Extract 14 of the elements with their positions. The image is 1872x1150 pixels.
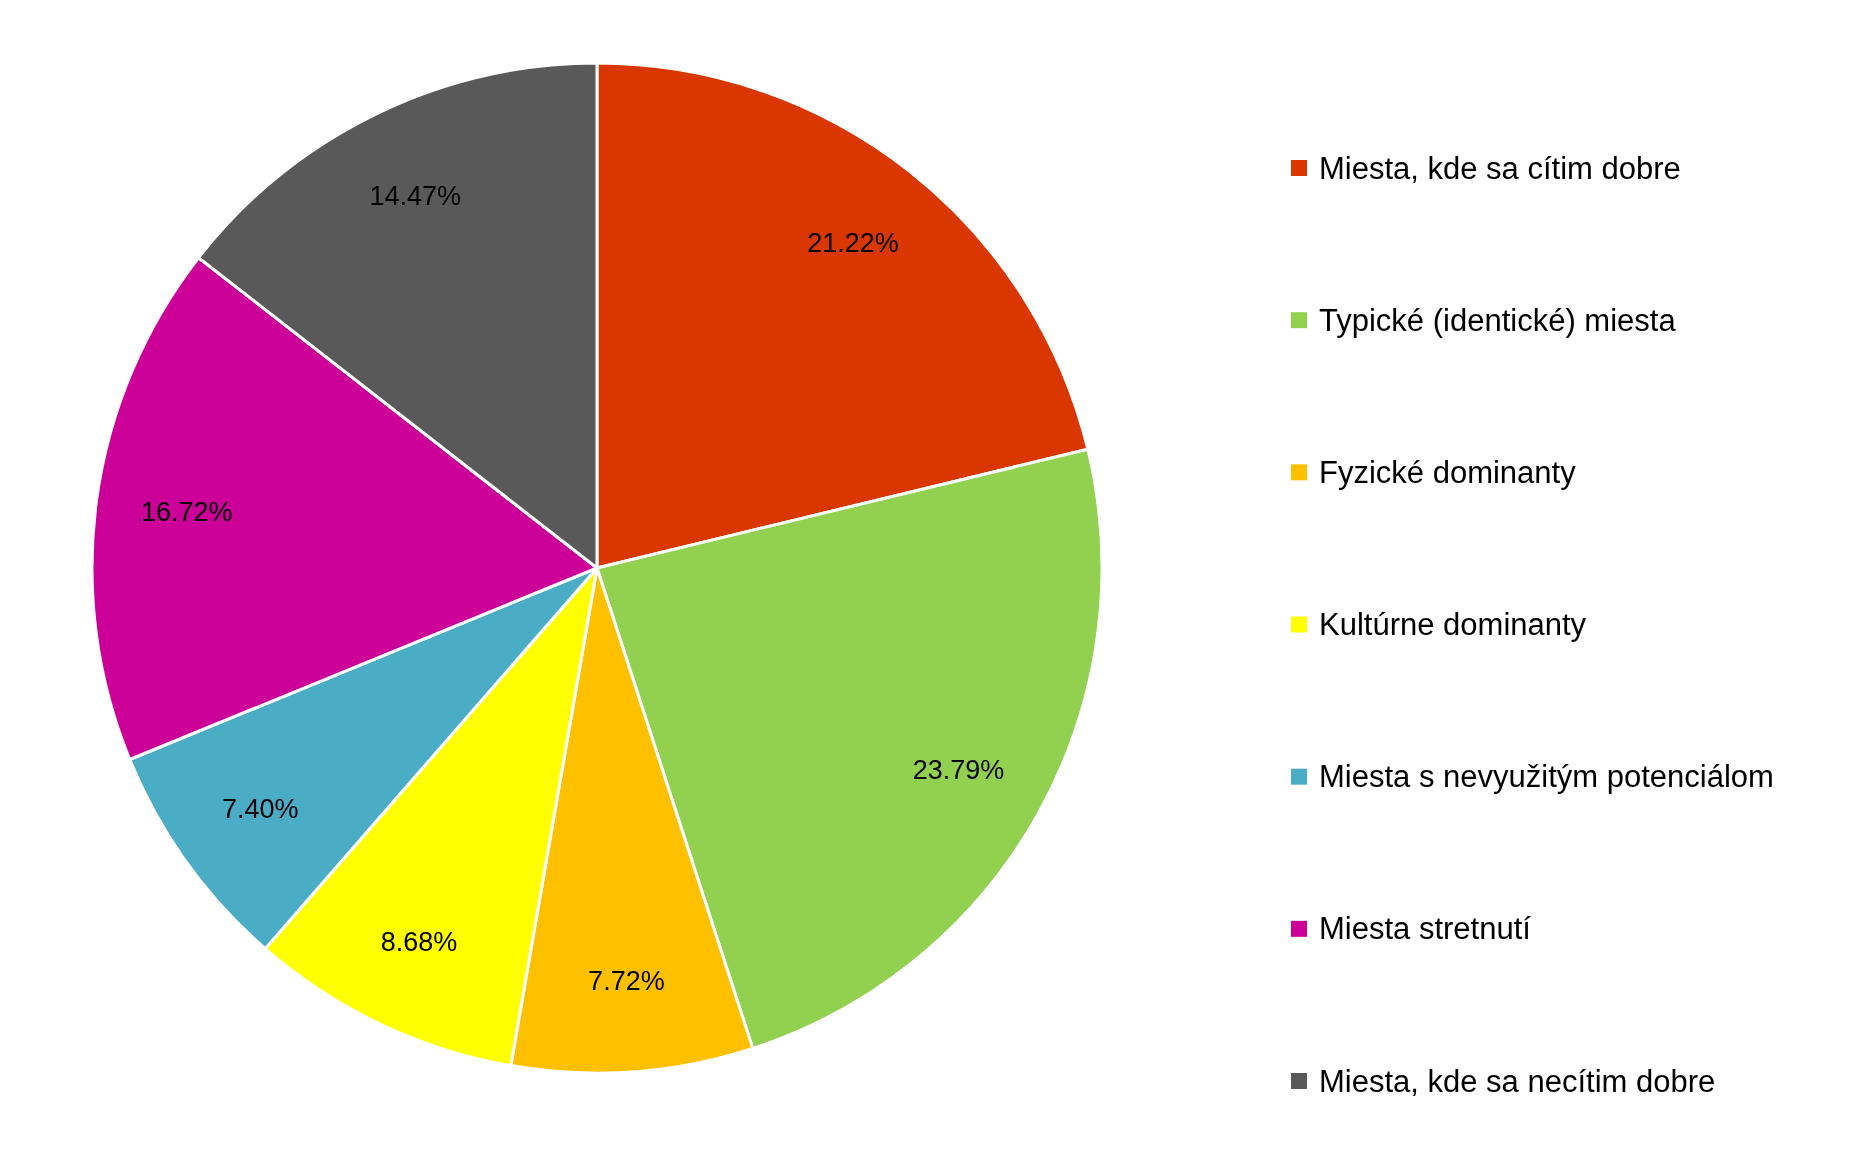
data-label: 7.72% <box>588 966 665 997</box>
legend-label: Kultúrne dominanty <box>1319 607 1587 642</box>
data-label: 16.72% <box>140 496 233 527</box>
legend-label: Miesta s nevyužitým potenciálom <box>1319 759 1774 795</box>
legend-label: Miesta stretnutí <box>1319 911 1532 947</box>
legend-label: Fyzické dominanty <box>1319 454 1577 490</box>
legend-label: Miesta, kde sa cítim dobre <box>1319 150 1681 186</box>
data-label: 21.22% <box>807 227 899 258</box>
legend-label: Miesta, kde sa necítim dobre <box>1319 1063 1716 1099</box>
data-label: 7.40% <box>222 794 299 825</box>
legend-label: Typické (identické) miesta <box>1319 302 1677 338</box>
data-label: 23.79% <box>912 755 1005 786</box>
data-label: 8.68% <box>380 926 458 957</box>
data-label: 14.47% <box>369 180 461 211</box>
